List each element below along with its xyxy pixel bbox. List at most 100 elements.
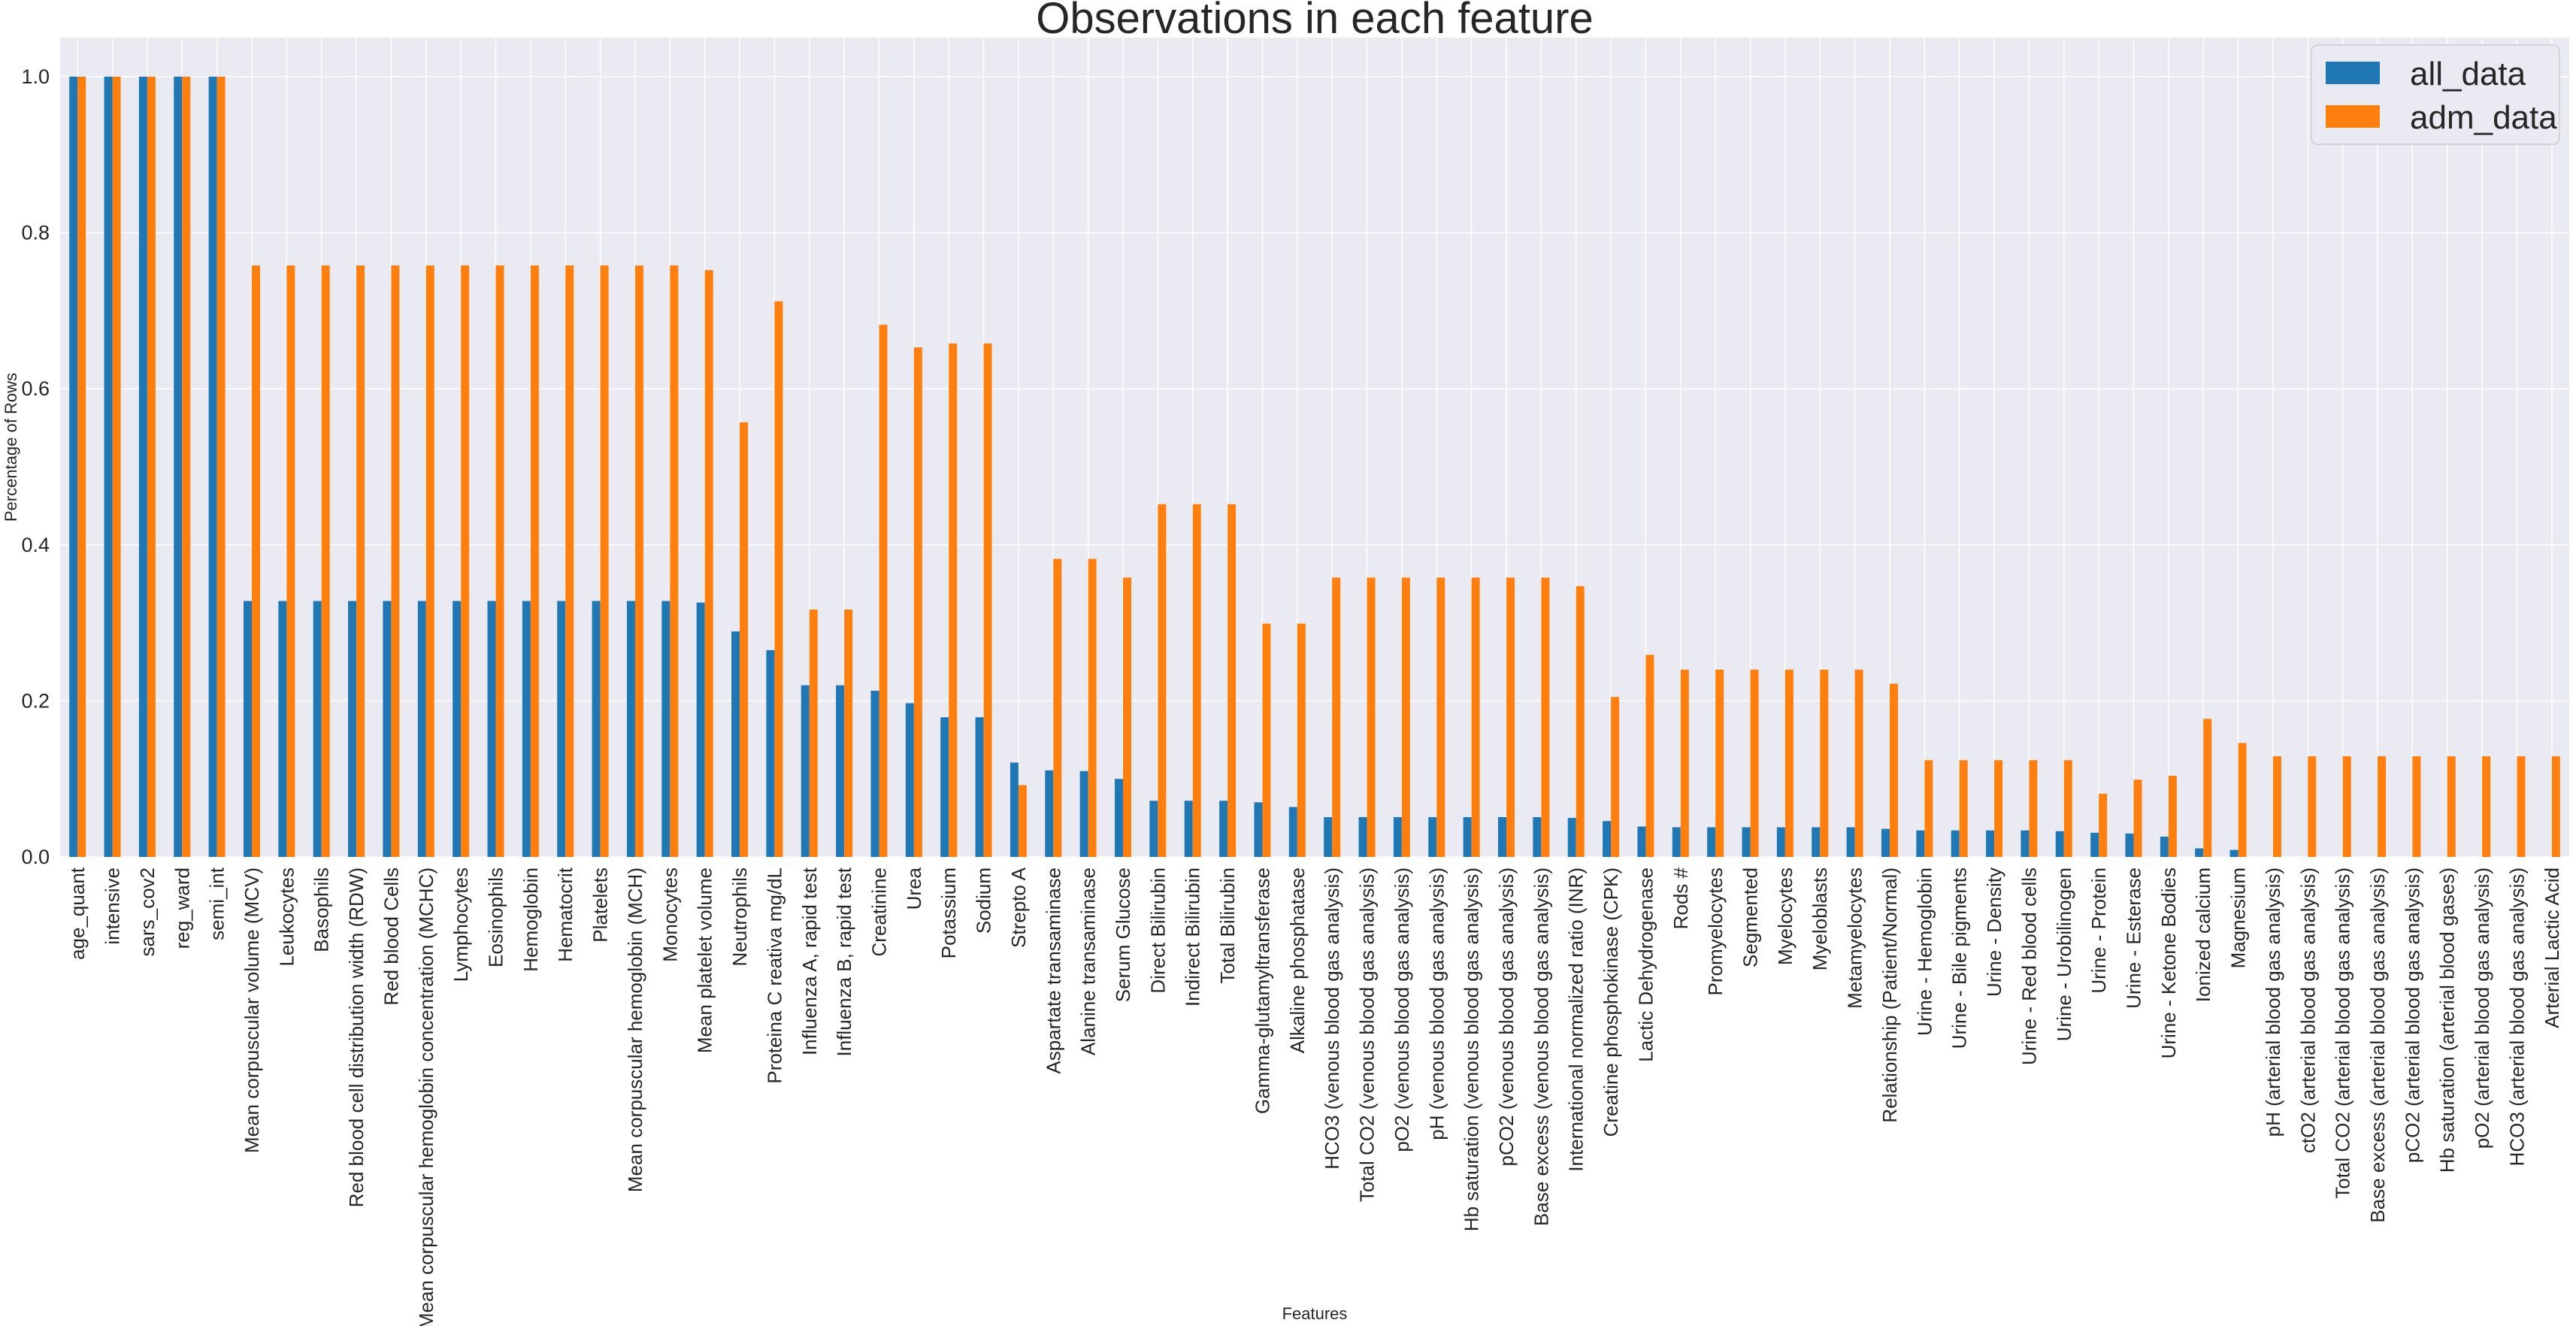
legend-label-adm-data: adm_data <box>2410 99 2557 136</box>
x-tick-label: Urine - Esterase <box>2122 867 2145 1009</box>
bar-all-data <box>1184 801 1193 857</box>
y-axis-label: Percentage of Rows <box>2 373 20 522</box>
x-tick-label: Indirect Bilirubin <box>1182 867 1204 1007</box>
bar-adm-data <box>809 609 818 857</box>
bar-adm-data <box>1053 559 1062 857</box>
bar-adm-data <box>1784 669 1794 857</box>
bar-all-data <box>1707 827 1716 857</box>
bar-all-data <box>2160 837 2169 857</box>
bar-all-data <box>1881 828 1890 857</box>
legend-label-all-data: all_data <box>2410 56 2526 92</box>
bar-all-data <box>1533 817 1542 857</box>
bar-all-data <box>174 76 183 857</box>
x-tick-label: Eosinophils <box>485 867 507 967</box>
legend-swatch-all-data <box>2326 62 2380 84</box>
y-tick-label: 0.4 <box>21 534 50 556</box>
bar-all-data <box>104 76 113 857</box>
x-tick-label: Aspartate transaminase <box>1042 867 1064 1074</box>
x-tick-label: Lactic Dehydrogenase <box>1634 867 1657 1062</box>
y-tick-label: 0.6 <box>21 377 50 400</box>
x-tick-label: Urine - Density <box>1983 867 2005 997</box>
bar-adm-data <box>1262 623 1271 857</box>
bar-adm-data <box>879 325 888 857</box>
bar-all-data <box>1846 827 1855 857</box>
bar-adm-data <box>251 265 260 858</box>
bar-adm-data <box>2133 780 2142 857</box>
x-tick-label: Segmented <box>1739 867 1762 967</box>
bar-adm-data <box>2029 760 2038 857</box>
bar-all-data <box>1672 827 1681 857</box>
bar-adm-data <box>983 343 992 857</box>
bar-adm-data <box>634 265 643 858</box>
bar-all-data <box>696 602 705 857</box>
bar-all-data <box>1567 818 1576 857</box>
bar-adm-data <box>530 265 539 858</box>
bar-all-data <box>138 76 147 857</box>
bar-all-data <box>1603 821 1612 857</box>
bar-adm-data <box>1018 785 1027 857</box>
bar-adm-data <box>147 76 156 857</box>
bar-adm-data <box>1750 669 1759 857</box>
x-tick-label: Potassium <box>937 867 960 958</box>
bar-all-data <box>1288 807 1297 857</box>
bar-adm-data <box>1227 504 1237 857</box>
x-tick-label: Red blood Cells <box>380 867 402 1006</box>
x-tick-label: Sodium <box>973 867 995 934</box>
bar-adm-data <box>740 422 749 857</box>
bar-adm-data <box>2342 756 2351 857</box>
bar-adm-data <box>1541 577 1550 857</box>
bar-adm-data <box>461 265 470 858</box>
bar-all-data <box>522 601 531 857</box>
bar-all-data <box>1219 801 1228 857</box>
bar-adm-data <box>182 76 191 857</box>
bar-adm-data <box>1506 577 1515 857</box>
x-tick-label: Total Bilirubin <box>1216 867 1239 984</box>
y-tick-label: 0.0 <box>21 846 50 868</box>
bar-adm-data <box>2378 756 2387 857</box>
bar-all-data <box>557 601 566 857</box>
bar-all-data <box>348 601 357 857</box>
bar-adm-data <box>2412 756 2421 857</box>
bar-all-data <box>940 717 949 857</box>
bars <box>69 76 2560 858</box>
x-tick-label: pO2 (arterial blood gas analysis) <box>2471 867 2493 1149</box>
bar-adm-data <box>2099 793 2108 857</box>
y-axis-ticks: 0.0 0.2 0.4 0.6 0.8 1.0 <box>21 65 50 868</box>
bar-adm-data <box>774 301 783 857</box>
bar-adm-data <box>565 265 574 858</box>
x-tick-label: Hemoglobin <box>519 867 542 972</box>
x-tick-label: pH (venous blood gas analysis) <box>1425 867 1448 1140</box>
bar-all-data <box>1986 830 1995 857</box>
x-tick-label: Alanine transaminase <box>1077 867 1100 1055</box>
bar-all-data <box>1951 830 1960 857</box>
bar-all-data <box>487 601 496 857</box>
bar-all-data <box>1079 770 1088 857</box>
bar-all-data <box>2125 833 2134 857</box>
bar-adm-data <box>1889 683 1898 857</box>
plot-area <box>60 38 2569 857</box>
bar-all-data <box>1358 817 1367 857</box>
bar-all-data <box>626 601 635 857</box>
x-tick-label: Arterial Lactic Acid <box>2541 867 2563 1028</box>
x-tick-label: Myelocytes <box>1774 867 1797 965</box>
x-tick-label: Creatinine <box>867 867 890 957</box>
x-tick-label: Urine - Protein <box>2087 867 2110 994</box>
bar-all-data <box>801 685 810 857</box>
y-tick-label: 0.8 <box>21 222 50 244</box>
x-tick-label: Urine - Ketone Bodies <box>2157 867 2180 1058</box>
bar-adm-data <box>216 76 226 857</box>
bar-adm-data <box>704 270 713 857</box>
bar-adm-data <box>2551 756 2560 857</box>
bar-adm-data <box>425 265 434 858</box>
bar-all-data <box>313 601 322 857</box>
bar-adm-data <box>1192 504 1201 857</box>
bar-all-data <box>417 601 426 857</box>
bar-all-data <box>453 601 462 857</box>
bar-adm-data <box>77 76 86 857</box>
x-tick-label: Base excess (venous blood gas analysis) <box>1530 867 1552 1226</box>
bar-adm-data <box>1854 669 1863 857</box>
bar-adm-data <box>391 265 400 858</box>
bar-adm-data <box>1158 504 1167 857</box>
x-tick-label: Basophils <box>310 867 333 952</box>
y-tick-label: 1.0 <box>21 65 50 88</box>
